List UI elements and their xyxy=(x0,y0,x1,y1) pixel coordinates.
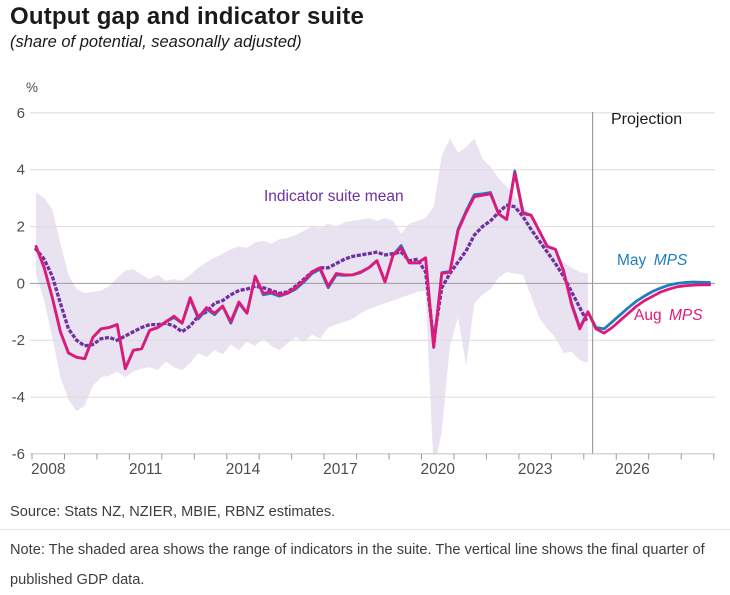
indicator-range-band xyxy=(36,138,588,454)
footer-divider xyxy=(0,529,730,530)
y-tick-label--6: -6 xyxy=(12,446,25,463)
y-tick-label-0: 0 xyxy=(17,275,25,292)
y-axis-unit-label: % xyxy=(26,80,39,95)
may-mps-label-suffix: MPS xyxy=(653,252,688,269)
x-tick-label-2023: 2023 xyxy=(518,461,552,478)
indicator-suite-mean-label: Indicator suite mean xyxy=(264,188,404,205)
aug-mps-label: Aug MPS xyxy=(634,307,703,325)
note-text: Note: The shaded area shows the range of… xyxy=(10,542,705,588)
y-tick-label-6: 6 xyxy=(17,105,25,122)
y-tick-label-4: 4 xyxy=(17,162,25,179)
page-title: Output gap and indicator suite xyxy=(10,3,364,30)
x-tick-label-2014: 2014 xyxy=(226,461,261,478)
projection-label: Projection xyxy=(611,111,683,128)
page-subtitle: (share of potential, seasonally adjusted… xyxy=(10,33,302,51)
may-mps-label-prefix: May xyxy=(617,252,647,269)
y-tick-label--4: -4 xyxy=(12,389,25,406)
x-tick-label-2017: 2017 xyxy=(323,461,357,478)
y-tick-label--2: -2 xyxy=(12,332,25,349)
y-tick-label-2: 2 xyxy=(17,219,25,236)
x-tick-label-2026: 2026 xyxy=(615,461,649,478)
may-mps-label: May MPS xyxy=(617,252,687,270)
x-tick-label-2020: 2020 xyxy=(421,461,456,478)
aug-mps-line xyxy=(34,171,711,371)
output-gap-chart-canvas: 6 4 2 0 -2 -4 -6 2008 2011 2014 2017 2020 2023 2026 xyxy=(12,105,715,478)
aug-mps-label-prefix: Aug xyxy=(634,307,662,324)
x-tick-label-2011: 2011 xyxy=(129,461,162,478)
aug-mps-label-suffix: MPS xyxy=(669,307,703,324)
source-text: Source: Stats NZ, NZIER, MBIE, RBNZ esti… xyxy=(10,504,336,520)
x-tick-label-2008: 2008 xyxy=(31,461,65,478)
